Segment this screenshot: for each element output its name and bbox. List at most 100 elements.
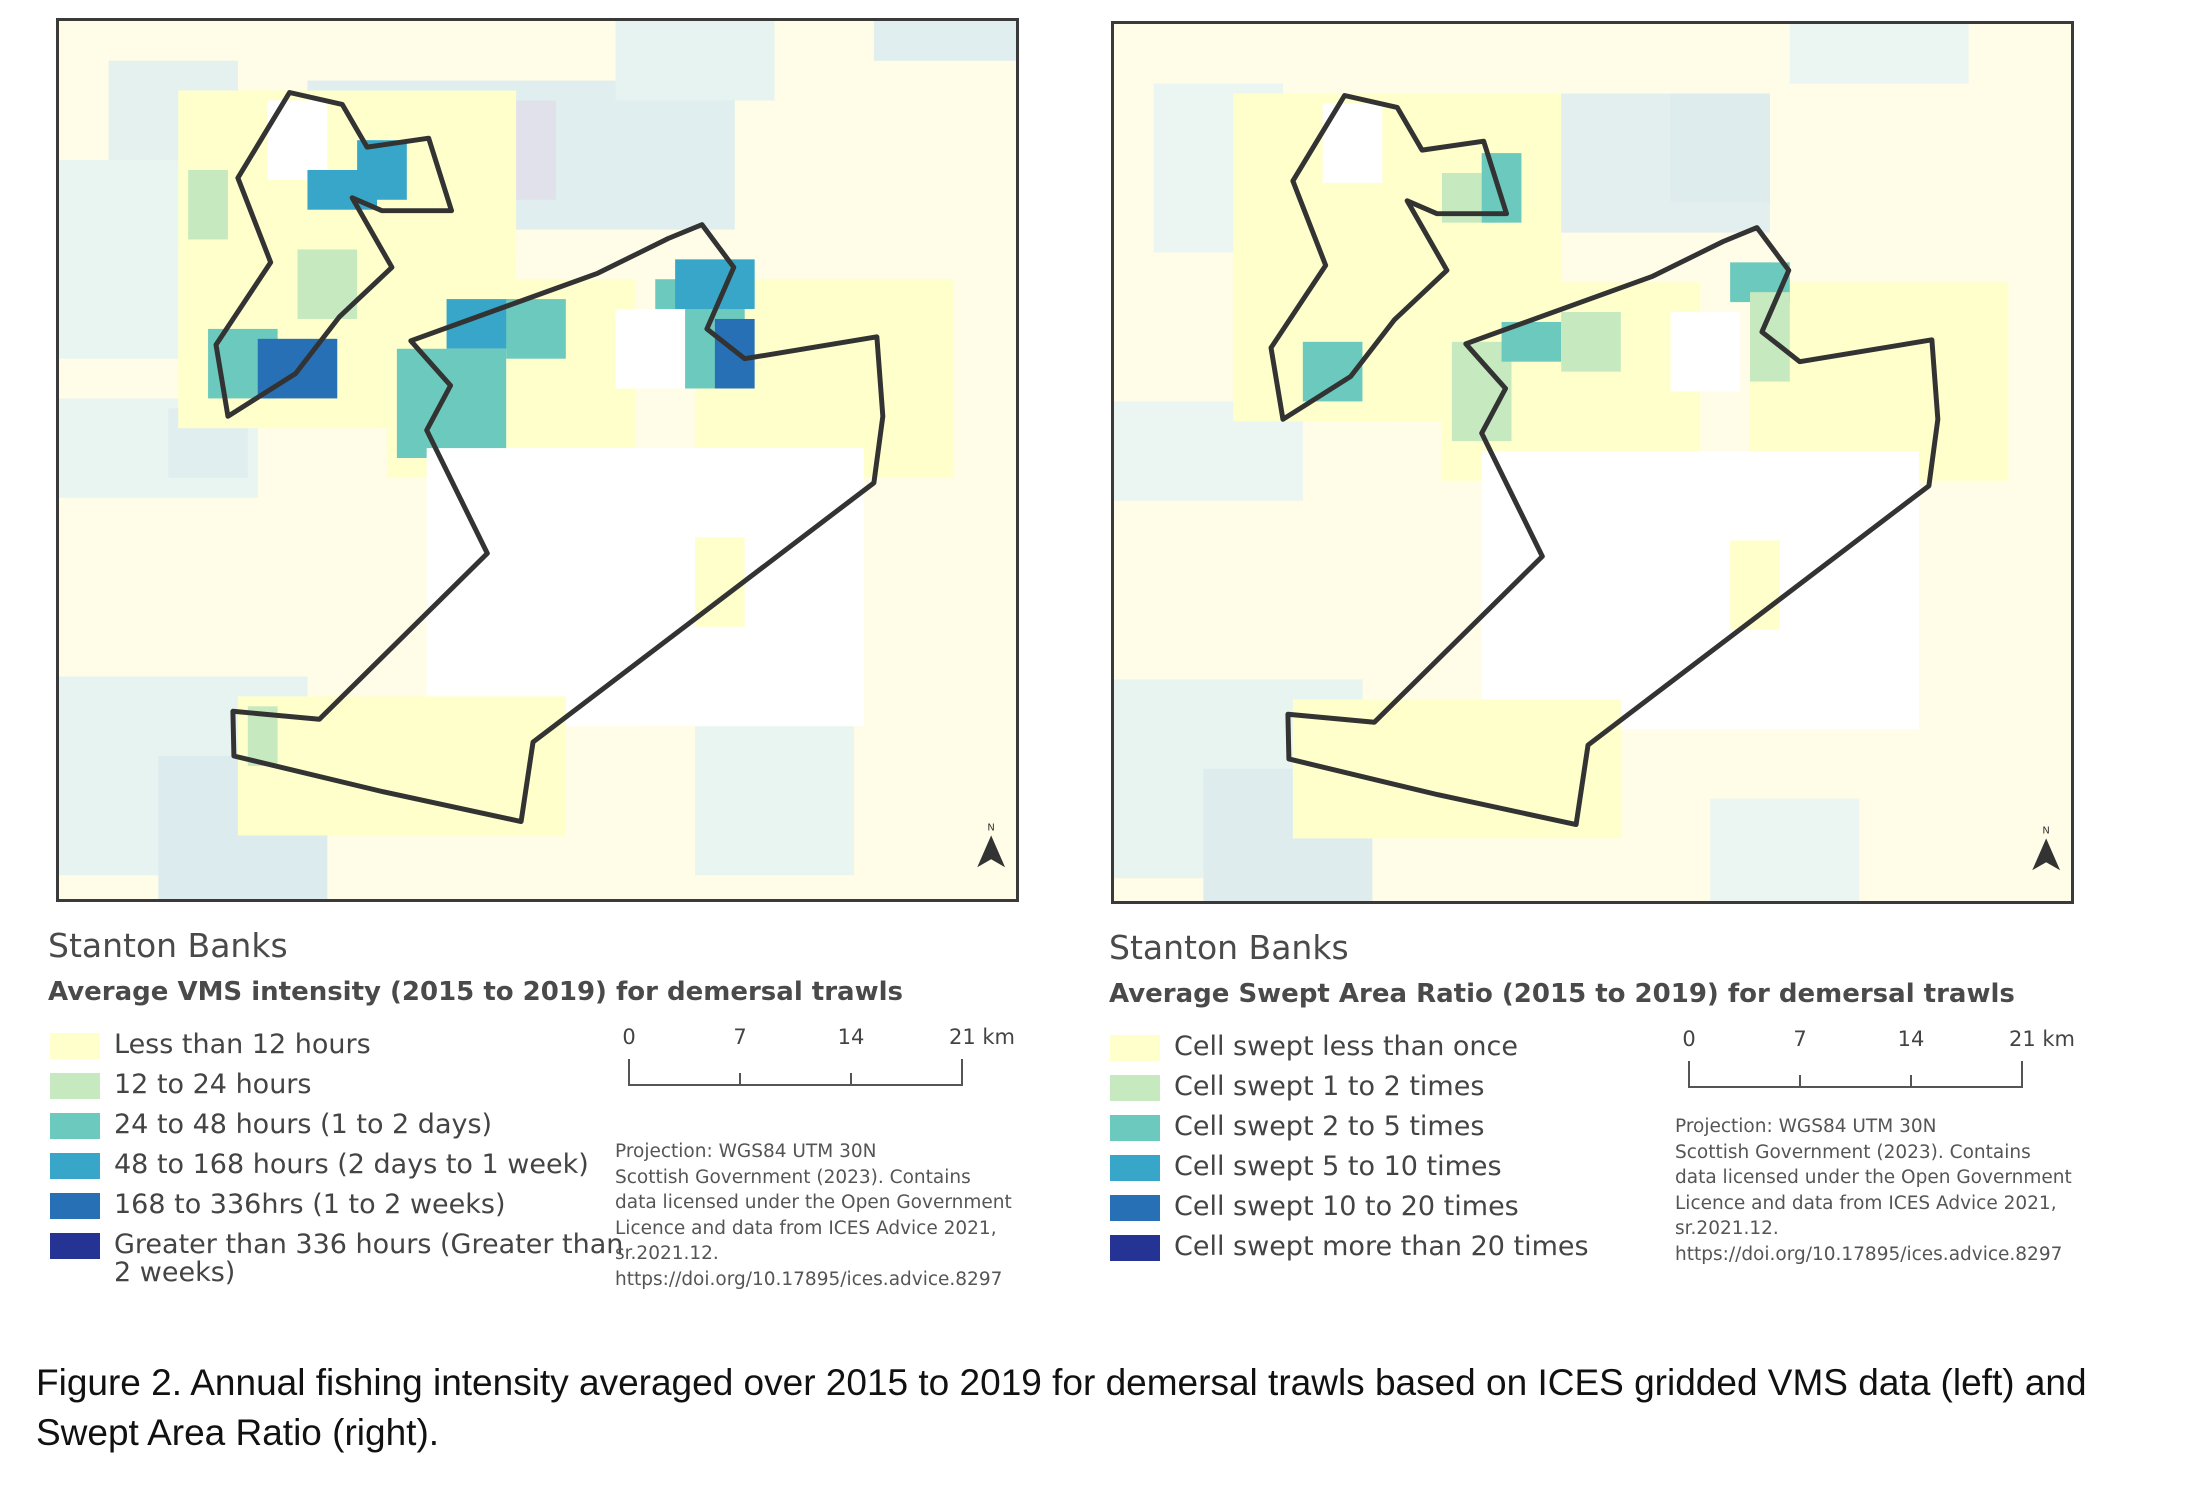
scale-bar-graphic: [628, 1059, 963, 1086]
note-line[interactable]: https://doi.org/10.17895/ices.advice.829…: [1675, 1243, 2063, 1265]
left-interior-white: [426, 448, 864, 727]
left-scale-bar: 0 7 14 21 km: [615, 1025, 1015, 1095]
scale-tick-label: 0: [1682, 1027, 1696, 1051]
figure-caption: Figure 2. Annual fishing intensity avera…: [36, 1358, 2087, 1458]
note-line[interactable]: https://doi.org/10.17895/ices.advice.829…: [615, 1268, 1003, 1290]
legend-label: 168 to 336hrs (1 to 2 weeks): [114, 1189, 506, 1220]
legend-swatch: [1110, 1235, 1160, 1261]
legend-item: Cell swept 1 to 2 times: [1110, 1073, 1589, 1113]
left-north-arrow: N: [977, 822, 1006, 868]
caption-line: Swept Area Ratio (right).: [36, 1412, 440, 1453]
note-line: sr.2021.12.: [1675, 1218, 1779, 1239]
legend-label: Less than 12 hours: [114, 1029, 371, 1060]
legend-swatch: [50, 1073, 100, 1099]
scale-tick-label: 7: [1793, 1027, 1807, 1051]
note-line: Licence and data from ICES Advice 2021,: [615, 1217, 997, 1239]
left-gap-cell-2: [615, 309, 686, 389]
left-panel-subtitle: Average VMS intensity (2015 to 2019) for…: [48, 977, 903, 1007]
legend-label: Cell swept 1 to 2 times: [1174, 1071, 1485, 1102]
legend-swatch: [50, 1113, 100, 1139]
legend-item: Cell swept 5 to 10 times: [1110, 1153, 1589, 1193]
note-line: Scottish Government (2023). Contains: [1675, 1141, 2031, 1163]
left-cell-3: [357, 140, 407, 200]
legend-item: Greater than 336 hours (Greater than 2 we…: [50, 1231, 623, 1295]
legend-swatch: [50, 1033, 100, 1059]
scale-tick-label: 21 km: [2008, 1027, 2076, 1051]
right-south-fill: [1292, 699, 1621, 839]
left-source-notes: Projection: WGS84 UTM 30N Scottish Gover…: [615, 1139, 1012, 1292]
right-interior-white: [1481, 451, 1919, 730]
legend-label-line: 2 weeks): [114, 1257, 236, 1288]
right-source-notes: Projection: WGS84 UTM 30N Scottish Gover…: [1675, 1114, 2072, 1267]
right-gap-cell-2: [1670, 312, 1741, 392]
left-cell-10: [675, 259, 755, 310]
right-boundary-main: [1285, 225, 1941, 828]
right-scale-bar: 0 7 14 21 km: [1675, 1027, 2075, 1097]
scale-tick-label: 0: [622, 1025, 636, 1049]
legend-item: 168 to 336hrs (1 to 2 weeks): [50, 1191, 623, 1231]
scale-tick-label: 7: [733, 1025, 747, 1049]
legend-item: Cell swept 10 to 20 times: [1110, 1193, 1589, 1233]
legend-item: Cell swept 2 to 5 times: [1110, 1113, 1589, 1153]
right-map-canvas: N: [1114, 24, 2071, 901]
note-line: sr.2021.12.: [615, 1243, 719, 1264]
caption-line: Figure 2. Annual fishing intensity avera…: [36, 1362, 2087, 1403]
left-map[interactable]: N: [56, 18, 1019, 902]
north-arrow-icon: [977, 835, 1006, 868]
note-line: Licence and data from ICES Advice 2021,: [1675, 1192, 2057, 1214]
right-boundary-north: [1268, 93, 1510, 422]
legend-label: Cell swept 5 to 10 times: [1174, 1151, 1502, 1182]
legend-swatch: [1110, 1155, 1160, 1181]
scale-tick-label: 14: [1897, 1027, 1925, 1051]
right-panel-title: Stanton Banks: [1109, 928, 1349, 967]
legend-item: 12 to 24 hours: [50, 1071, 623, 1111]
north-label: N: [987, 822, 994, 833]
right-east-fill: [1750, 282, 2009, 481]
legend-label: Cell swept less than once: [1174, 1031, 1518, 1062]
left-south-fill: [237, 696, 566, 836]
legend-label: Greater than 336 hours (Greater than 2 we…: [114, 1231, 623, 1287]
note-line: Scottish Government (2023). Contains: [615, 1166, 971, 1188]
right-map[interactable]: N: [1111, 21, 2074, 904]
right-panel-subtitle: Average Swept Area Ratio (2015 to 2019) …: [1109, 979, 2015, 1009]
right-cell-6: [1561, 312, 1621, 372]
legend-item: Cell swept less than once: [1110, 1033, 1589, 1073]
left-cell-12: [396, 348, 507, 459]
legend-item: 24 to 48 hours (1 to 2 days): [50, 1111, 623, 1151]
right-legend: Cell swept less than once Cell swept 1 t…: [1110, 1033, 1589, 1273]
note-line: data licensed under the Open Government: [615, 1192, 1012, 1213]
legend-label: Cell swept 10 to 20 times: [1174, 1191, 1519, 1222]
legend-label: Cell swept 2 to 5 times: [1174, 1111, 1485, 1142]
scale-tick-label: 14: [837, 1025, 865, 1049]
right-north-arrow: N: [2032, 825, 2061, 871]
note-line: Projection: WGS84 UTM 30N: [1675, 1116, 1937, 1137]
legend-label: 48 to 168 hours (2 days to 1 week): [114, 1149, 589, 1180]
legend-label: 24 to 48 hours (1 to 2 days): [114, 1109, 493, 1140]
legend-swatch: [50, 1233, 100, 1259]
left-legend: Less than 12 hours 12 to 24 hours 24 to …: [50, 1031, 623, 1295]
left-map-canvas: N: [59, 21, 1016, 899]
note-line: data licensed under the Open Government: [1675, 1167, 2072, 1188]
legend-swatch: [1110, 1075, 1160, 1101]
left-cell-8: [506, 299, 566, 359]
legend-swatch: [1110, 1035, 1160, 1061]
legend-item: Less than 12 hours: [50, 1031, 623, 1071]
north-label: N: [2042, 825, 2049, 836]
left-panel-title: Stanton Banks: [48, 926, 288, 965]
legend-label-line: Greater than 336 hours (Greater than: [114, 1229, 624, 1260]
left-boundary-main: [230, 222, 886, 825]
scale-bar-graphic: [1688, 1061, 2023, 1088]
north-arrow-icon: [2032, 838, 2061, 871]
left-cell-1: [188, 169, 228, 240]
right-cell-2: [1481, 153, 1522, 223]
legend-item: 48 to 168 hours (2 days to 1 week): [50, 1151, 623, 1191]
right-cell-9: [1730, 540, 1780, 630]
legend-label: 12 to 24 hours: [114, 1069, 312, 1100]
left-boundary-north: [213, 90, 455, 419]
legend-swatch: [1110, 1115, 1160, 1141]
note-line: Projection: WGS84 UTM 30N: [615, 1141, 877, 1162]
scale-tick-label: 21 km: [948, 1025, 1016, 1049]
legend-item: Cell swept more than 20 times: [1110, 1233, 1589, 1273]
legend-swatch: [50, 1193, 100, 1219]
legend-swatch: [50, 1153, 100, 1179]
